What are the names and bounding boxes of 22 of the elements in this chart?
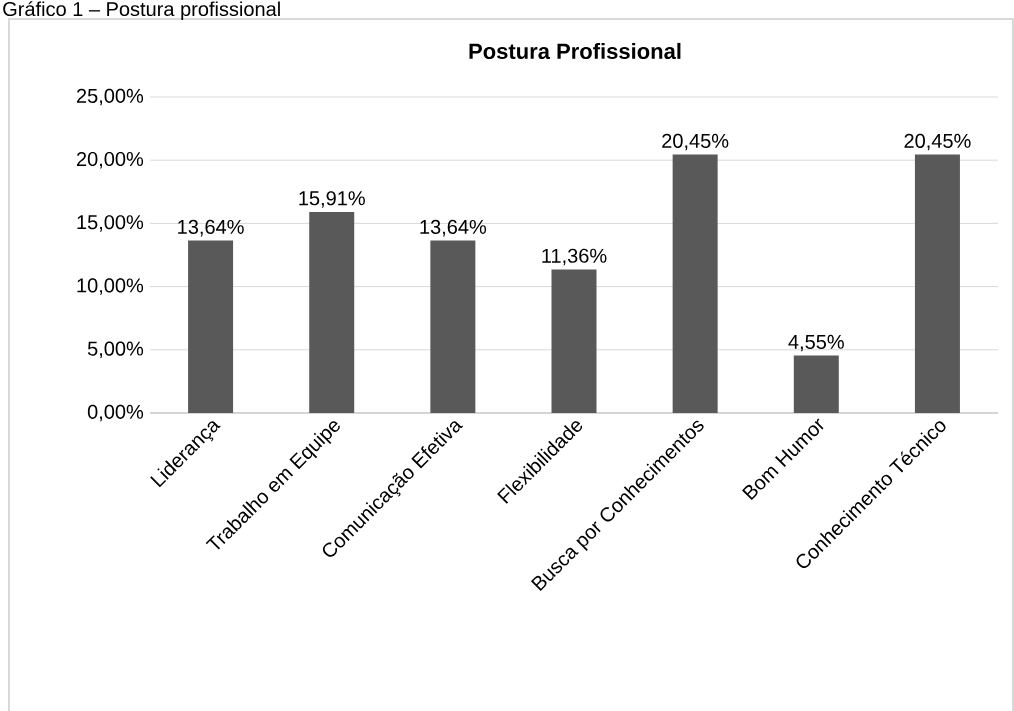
- data-label: 4,55%: [788, 334, 844, 352]
- y-tick-label: 0,00%: [87, 404, 144, 422]
- data-label: 13,64%: [178, 219, 244, 237]
- y-tick-label: 20,00%: [76, 151, 144, 169]
- y-tick-label: 5,00%: [87, 341, 144, 359]
- y-tick-label: 15,00%: [77, 215, 144, 232]
- bar: [188, 240, 234, 413]
- y-tick-label: 25,00%: [76, 88, 144, 106]
- data-label: 15,91%: [299, 191, 365, 208]
- bar: [309, 211, 355, 413]
- y-tick-label: 10,00%: [77, 278, 144, 295]
- data-label: 13,64%: [420, 219, 487, 237]
- bar: [793, 355, 839, 413]
- data-label: 20,45%: [904, 133, 971, 151]
- bar: [551, 269, 597, 413]
- data-label: 11,36%: [542, 248, 607, 266]
- chart-title: Postura Profissional: [469, 42, 681, 60]
- data-label: 20,45%: [662, 133, 729, 151]
- bar: [672, 154, 718, 413]
- bar: [430, 240, 476, 413]
- text: Gráfico 1 – Postura profissional: [3, 1, 280, 21]
- bar: [914, 154, 960, 413]
